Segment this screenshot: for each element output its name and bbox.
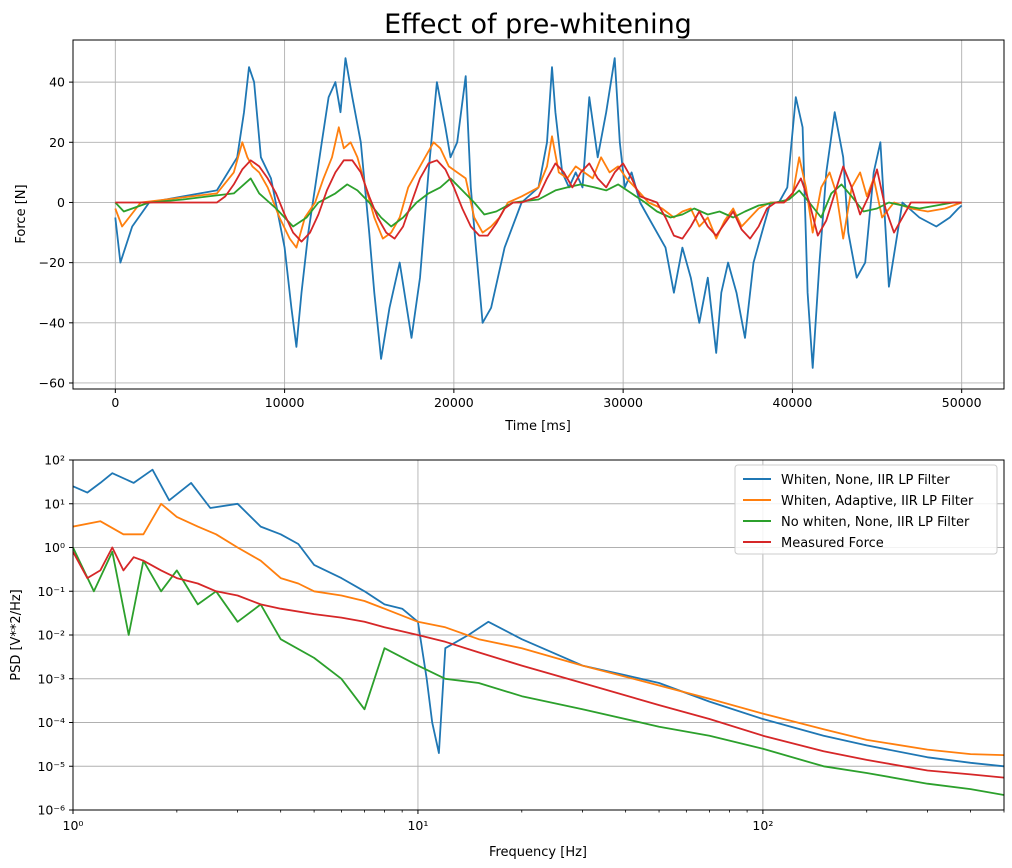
psd-series-line-2 (73, 547, 1004, 796)
time-xtick-label: 0 (111, 395, 119, 410)
time-xtick-label: 20000 (434, 395, 474, 410)
legend-box (734, 464, 998, 555)
time-plot-xlabel: Time [ms] (504, 419, 571, 434)
time-xtick-label: 10000 (265, 395, 305, 410)
psd-ytick-label: 10⁻⁶ (37, 803, 65, 818)
time-plot: 0 10000 20000 30000 40000 50000 −60 −40 −20 0 20 40… (14, 39, 1005, 434)
time-series-line-1 (114, 126, 963, 249)
psd-xtick-label: 10⁰ (63, 818, 84, 833)
time-plot-ticks: 0 10000 20000 30000 40000 50000 −60 −40 −20 0 20 40 (39, 75, 982, 410)
psd-ytick-label: 10⁻³ (37, 671, 65, 686)
psd-ytick-label: 10² (44, 453, 65, 468)
legend-label-whiten-none: Whiten, None, IIR LP Filter (781, 473, 950, 488)
psd-series-line-3 (73, 546, 1004, 779)
psd-plot-ylabel: PSD [V**2/Hz] (9, 589, 24, 681)
time-ytick-label: 40 (49, 75, 65, 90)
time-xtick-label: 40000 (773, 395, 813, 410)
psd-series-line-0 (73, 468, 1004, 768)
psd-plot-ticks: 10⁰ 10¹ 10² 10⁻⁶ 10⁻⁵ 10⁻⁴ 10⁻³ 10⁻² 10⁻¹ 10⁰ 10¹ 1… (37, 453, 1005, 833)
psd-ytick-label: 10⁻⁵ (37, 759, 65, 774)
time-ytick-label: −20 (39, 255, 65, 270)
psd-series-line-1 (73, 502, 1004, 756)
legend-label-no-whiten: No whiten, None, IIR LP Filter (781, 515, 970, 530)
legend: Whiten, None, IIR LP Filter Whiten, Adap… (734, 464, 998, 555)
psd-plot-series (73, 468, 1004, 796)
psd-ytick-label: 10¹ (44, 496, 65, 511)
legend-label-measured-force: Measured Force (781, 536, 884, 551)
psd-plot-xlabel: Frequency [Hz] (489, 845, 587, 860)
psd-xtick-label: 10² (752, 818, 773, 833)
figure-title: Effect of pre-whitening (384, 9, 692, 40)
psd-ytick-label: 10⁰ (44, 540, 65, 555)
psd-plot: 10⁰ 10¹ 10² 10⁻⁶ 10⁻⁵ 10⁻⁴ 10⁻³ 10⁻² 10⁻¹ 10⁰ 10¹ 1… (9, 453, 1005, 860)
psd-ytick-label: 10⁻² (37, 628, 65, 643)
time-ytick-label: −60 (39, 375, 65, 390)
time-ytick-label: 0 (57, 195, 65, 210)
time-plot-frame (72, 39, 1005, 390)
time-xtick-label: 30000 (603, 395, 643, 410)
time-xtick-label: 50000 (942, 395, 982, 410)
time-plot-series (114, 57, 963, 369)
psd-xtick-label: 10¹ (407, 818, 428, 833)
psd-ytick-label: 10⁻⁴ (37, 715, 65, 730)
psd-ytick-label: 10⁻¹ (37, 584, 65, 599)
legend-label-whiten-adaptive: Whiten, Adaptive, IIR LP Filter (781, 494, 974, 509)
time-plot-ylabel: Force [N] (14, 184, 29, 243)
time-series-line-0 (114, 57, 963, 369)
time-ytick-label: −40 (39, 315, 65, 330)
time-ytick-label: 20 (49, 135, 65, 150)
time-series-line-3 (115, 159, 962, 243)
